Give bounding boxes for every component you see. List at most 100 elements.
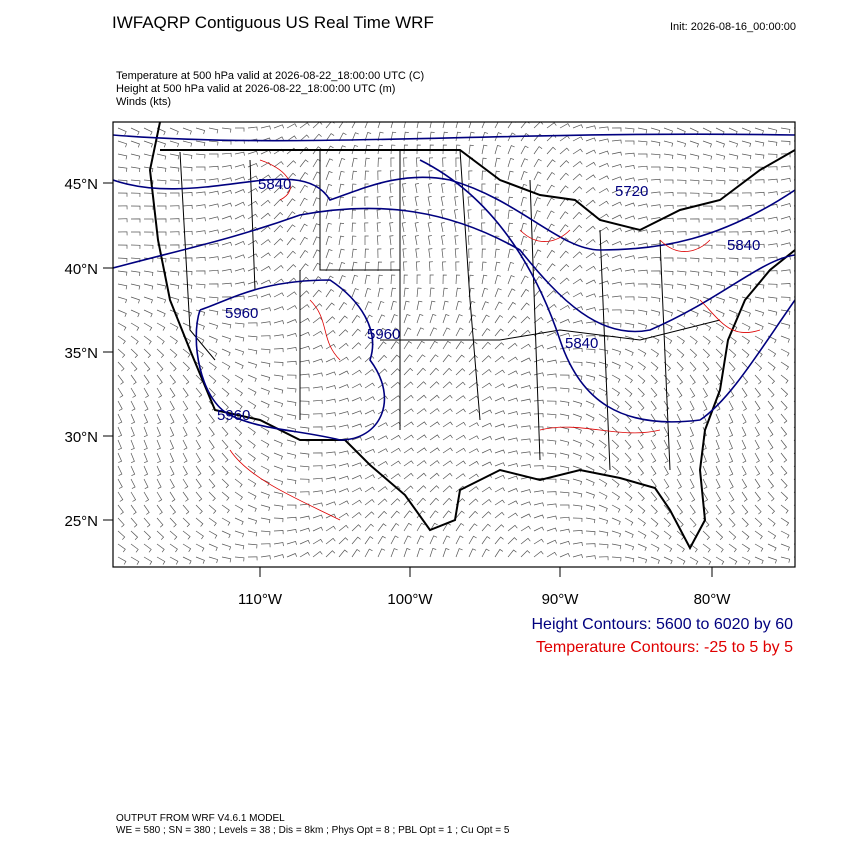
wind-barb bbox=[728, 140, 739, 148]
wind-barb bbox=[117, 322, 127, 331]
wind-barb bbox=[676, 348, 685, 358]
wind-barb bbox=[624, 296, 635, 301]
wind-barb bbox=[780, 400, 788, 411]
wind-barb bbox=[650, 387, 658, 398]
wind-barb bbox=[520, 357, 532, 363]
wind-barb bbox=[715, 478, 721, 489]
lon-label: 110°W bbox=[238, 591, 283, 608]
wind-barb bbox=[208, 335, 218, 344]
wind-barb bbox=[325, 302, 335, 311]
wind-barb bbox=[598, 491, 608, 500]
wind-barb bbox=[728, 244, 739, 249]
wind-barb bbox=[195, 179, 206, 184]
wind-barb bbox=[117, 127, 127, 136]
wind-barb bbox=[650, 543, 660, 552]
wind-barb bbox=[650, 309, 661, 316]
wind-barb bbox=[364, 382, 375, 389]
wind-barb bbox=[143, 478, 149, 490]
wind-barb bbox=[429, 434, 440, 441]
wind-barb bbox=[546, 172, 556, 181]
wind-barb bbox=[767, 517, 776, 527]
wind-barb bbox=[156, 296, 167, 304]
wind-barb bbox=[403, 122, 406, 129]
wind-barb bbox=[234, 201, 246, 207]
wind-barb bbox=[676, 556, 686, 565]
wind-barb bbox=[325, 550, 336, 558]
wind-barb bbox=[468, 486, 479, 493]
wind-barb bbox=[780, 478, 788, 489]
wind-barb bbox=[741, 478, 748, 489]
wind-barb bbox=[702, 465, 708, 476]
wind-barb bbox=[260, 348, 271, 354]
wind-barb bbox=[117, 231, 128, 236]
wind-barb bbox=[143, 231, 154, 236]
wind-barb bbox=[312, 413, 323, 418]
wind-barb bbox=[689, 504, 696, 515]
wind-barb bbox=[247, 504, 257, 512]
wind-barb bbox=[376, 196, 381, 207]
wind-barb bbox=[377, 157, 383, 168]
wind-barb bbox=[598, 162, 610, 168]
wind-barb bbox=[754, 335, 764, 344]
wind-barb bbox=[377, 498, 388, 506]
wind-barb bbox=[299, 122, 310, 129]
wind-barb bbox=[494, 196, 500, 207]
wind-barb bbox=[754, 296, 765, 303]
wind-barb bbox=[143, 166, 154, 173]
axis-ticks bbox=[103, 182, 713, 577]
wind-barb bbox=[325, 122, 335, 129]
wind-barb bbox=[130, 335, 139, 345]
wind-barb bbox=[481, 328, 491, 337]
wind-barb bbox=[260, 307, 271, 312]
wind-barb bbox=[585, 348, 596, 354]
wind-barb bbox=[546, 478, 557, 483]
wind-barb bbox=[286, 123, 297, 129]
wind-barb bbox=[338, 235, 345, 246]
wind-barb bbox=[130, 283, 141, 290]
wind-barb bbox=[481, 396, 493, 402]
wind-barb bbox=[312, 344, 324, 350]
wind-barb bbox=[156, 413, 162, 425]
wind-barb bbox=[234, 281, 245, 286]
contour-label: 5720 bbox=[615, 183, 648, 200]
wind-barb bbox=[441, 183, 446, 194]
wind-barb bbox=[533, 122, 544, 129]
wind-barb bbox=[650, 452, 657, 463]
wind-barb bbox=[312, 477, 323, 482]
wind-barb bbox=[416, 447, 427, 454]
wind-barb bbox=[442, 434, 453, 441]
wind-barb bbox=[195, 153, 206, 159]
wind-barb bbox=[156, 400, 162, 411]
wind-barb bbox=[234, 387, 243, 397]
wind-barb bbox=[338, 248, 345, 259]
wind-barb bbox=[222, 140, 232, 145]
wind-barb bbox=[117, 478, 123, 489]
wind-barb bbox=[702, 140, 712, 148]
wind-barb bbox=[130, 387, 137, 398]
wind-barb bbox=[338, 122, 348, 129]
wind-barb bbox=[415, 261, 420, 272]
wind-barb bbox=[481, 409, 493, 415]
wind-barb bbox=[130, 361, 138, 372]
wind-barb bbox=[414, 235, 419, 246]
wind-barb bbox=[235, 127, 245, 132]
wind-barb bbox=[234, 491, 243, 501]
wind-barb bbox=[454, 196, 459, 207]
wind-barb bbox=[715, 361, 723, 372]
wind-barb bbox=[676, 452, 682, 464]
wind-barb bbox=[182, 192, 193, 197]
wind-barb bbox=[780, 283, 791, 288]
wind-barb bbox=[338, 411, 349, 416]
wind-barb bbox=[338, 342, 349, 350]
wind-barb bbox=[338, 424, 349, 429]
wind-barb bbox=[130, 322, 140, 331]
wind-barb bbox=[273, 465, 283, 473]
wind-barb bbox=[637, 491, 645, 502]
wind-barb bbox=[676, 517, 684, 528]
wind-barb bbox=[546, 122, 557, 129]
wind-barb bbox=[728, 374, 735, 385]
wind-barb bbox=[377, 461, 388, 467]
wind-barb bbox=[299, 491, 310, 496]
wind-barb bbox=[520, 371, 532, 376]
wind-barb bbox=[117, 244, 128, 249]
